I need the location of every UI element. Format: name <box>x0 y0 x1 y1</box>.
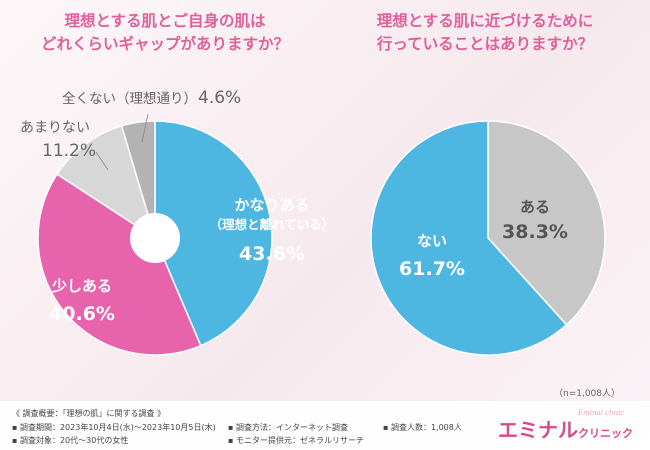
value-mattaku-nai: 4.6% <box>198 88 241 108</box>
label-sukoshi-aru: 少しある <box>51 277 112 295</box>
label-amari-nai: あまりない <box>20 120 90 136</box>
label-mattaku-nai: 全くない（理想通り） <box>62 90 197 107</box>
slice-mattaku-nai <box>120 120 156 239</box>
chart-1-slices <box>37 120 273 356</box>
label-nai: ない <box>417 232 447 250</box>
sample-size-note: （n=1,008人） <box>553 389 620 399</box>
question-1-line-2: どれくらいギャップがありますか？ <box>40 35 289 53</box>
question-1-line-1: 理想とする肌とご自身の肌は <box>64 12 266 30</box>
donut-hole <box>130 213 180 263</box>
slice-kanari-aru <box>154 120 273 347</box>
slice-aru <box>487 120 606 326</box>
value-amari-nai: 11.2% <box>42 141 96 161</box>
value-aru: 38.3% <box>502 221 568 243</box>
footer-count: ▪ 調査人数：1,008人 <box>383 423 462 432</box>
logo-sub: クリニック <box>578 427 633 440</box>
footer-method: ▪ 調査方法：インターネット調査 <box>228 423 348 432</box>
footer-period: ▪ 調査期間：2023年10月4日(水)～2023年10月5日(木) <box>12 423 216 432</box>
question-1-title: 理想とする肌とご自身の肌は どれくらいギャップがありますか？ <box>15 10 315 56</box>
slice-sukoshi-aru <box>37 173 202 356</box>
question-2-line-1: 理想とする肌に近づけるために <box>376 12 594 30</box>
value-kanari-aru: 43.6% <box>239 243 305 265</box>
question-2-title: 理想とする肌に近づけるために 行っていることはありますか？ <box>335 10 635 56</box>
logo-tagline: Eminal clinic <box>578 409 625 417</box>
eminal-logo: Eminal clinic エミナルクリニック <box>498 409 633 443</box>
slice-amari-nai <box>55 124 157 240</box>
leader-line-amari-nai <box>95 151 109 171</box>
label-aru: ある <box>520 198 550 216</box>
logo-main: エミナル <box>498 418 578 442</box>
value-sukoshi-aru: 40.6% <box>49 303 115 325</box>
question-2-line-2: 行っていることはありますか？ <box>376 35 594 53</box>
label-kanari-aru-sub: （理想と離れている） <box>210 217 335 232</box>
chart-2-slices <box>370 120 606 356</box>
leader-line-mattaku-nai <box>141 113 149 143</box>
footer-provider: ▪ モニター提供元：ゼネラルリサーチ <box>228 436 364 445</box>
charts-canvas: かなりある （理想と離れている） 43.6% 少しある 40.6% あまりない … <box>20 88 606 356</box>
slice-nai <box>370 120 568 356</box>
footer-overview: 《 調査概要：「理想の肌」に関する調査 》 <box>12 409 166 418</box>
survey-footer: 《 調査概要：「理想の肌」に関する調査 》 ▪ 調査期間：2023年10月4日(… <box>0 401 650 450</box>
label-kanari-aru: かなりある <box>234 196 309 214</box>
footer-target: ▪ 調査対象：20代～30代の女性 <box>12 436 129 445</box>
value-nai: 61.7% <box>399 258 465 280</box>
